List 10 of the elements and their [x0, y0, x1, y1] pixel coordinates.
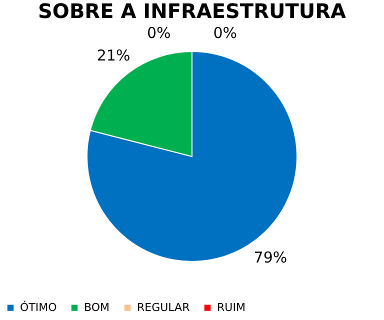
text: 0% [146, 24, 171, 42]
chart-title: SOBRE A INFRAESTRUTURA [38, 0, 346, 23]
text: 0% [213, 24, 238, 42]
legend-label: REGULAR [137, 300, 190, 314]
legend-label: ÓTIMO [20, 300, 58, 314]
legend-label: RUIM [217, 300, 246, 314]
legend-label: BOM [84, 300, 110, 314]
data-label: 79% [254, 248, 288, 267]
pie-slice [86, 51, 298, 262]
data-label: 21% [96, 46, 130, 64]
